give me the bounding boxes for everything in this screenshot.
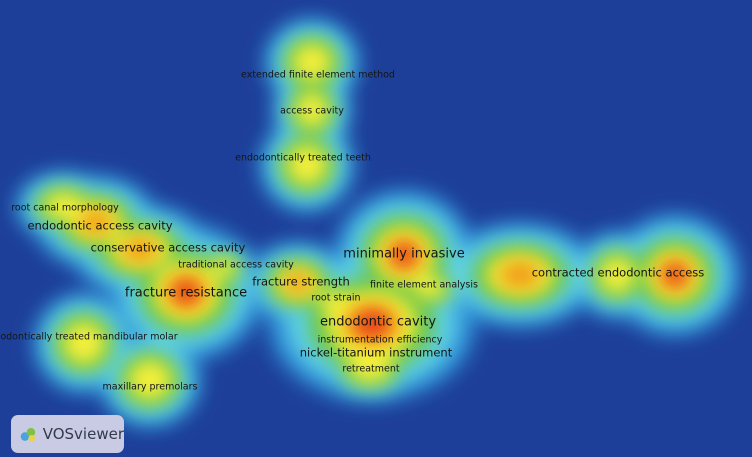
- term-label-endodontically-treated-mandibular-molar[interactable]: odontically treated mandibular molar: [0, 332, 177, 343]
- density-blob-access-cavity: [295, 91, 329, 129]
- term-label-endodontically-treated-teeth[interactable]: endodontically treated teeth: [235, 153, 371, 164]
- term-label-endodontic-cavity[interactable]: endodontic cavity: [320, 315, 436, 330]
- density-blob-fracture-strength: [284, 272, 312, 294]
- density-blob-fracture-resistance: [174, 281, 198, 303]
- density-blob-contracted-endodontic-access: [498, 261, 542, 289]
- density-blob-minimally-invasive: [393, 244, 415, 266]
- density-blob-nickel-titanium-instrument: [341, 338, 399, 366]
- term-labels: extended finite element method access cav…: [0, 70, 704, 393]
- term-label-root-canal-morphology[interactable]: root canal morphology: [11, 203, 119, 214]
- density-blob-extended-finite-element-method: [291, 43, 333, 81]
- term-label-retreatment[interactable]: retreatment: [342, 364, 399, 375]
- density-blob-conservative-access-cavity: [121, 237, 159, 263]
- term-label-instrumentation-efficiency[interactable]: instrumentation efficiency: [318, 335, 443, 346]
- density-blob-finite-element-analysis: [413, 276, 447, 300]
- term-label-traditional-access-cavity[interactable]: traditional access cavity: [178, 260, 294, 271]
- term-label-root-strain[interactable]: root strain: [311, 293, 360, 304]
- density-blob-contracted-endodontic-access: [664, 265, 686, 285]
- term-label-contracted-endodontic-access[interactable]: contracted endodontic access: [532, 266, 705, 280]
- vosviewer-logo-icon: [20, 428, 36, 442]
- term-label-maxillary-premolars[interactable]: maxillary premolars: [103, 382, 198, 393]
- term-label-access-cavity[interactable]: access cavity: [280, 106, 344, 117]
- term-label-extended-finite-element-method[interactable]: extended finite element method: [241, 70, 395, 81]
- density-blob-maxillary-premolars: [127, 359, 173, 401]
- term-label-finite-element-analysis[interactable]: finite element analysis: [370, 280, 478, 291]
- term-label-minimally-invasive[interactable]: minimally invasive: [343, 247, 464, 262]
- density-layer: [16, 19, 740, 427]
- density-blob-endodontically-treated-teeth: [286, 144, 328, 186]
- density-blob-endodontically-treated-mandibular-molar: [62, 321, 106, 365]
- density-blob-endodontic-access-cavity: [79, 209, 113, 235]
- density-blob-traditional-access-cavity: [210, 258, 238, 278]
- term-label-nickel-titanium-instrument[interactable]: nickel-titanium instrument: [300, 346, 453, 360]
- density-blob-endodontic-cavity: [355, 312, 389, 336]
- density-blob-retreatment: [349, 357, 391, 383]
- vosviewer-logo-text: VOSviewer: [42, 425, 124, 443]
- term-label-conservative-access-cavity[interactable]: conservative access cavity: [91, 241, 246, 255]
- density-blob-contracted-endodontic-access: [598, 256, 636, 294]
- term-label-fracture-resistance[interactable]: fracture resistance: [125, 286, 247, 301]
- vosviewer-logo: VOSviewer: [11, 415, 124, 453]
- term-label-endodontic-access-cavity[interactable]: endodontic access cavity: [27, 219, 172, 233]
- density-band: [174, 244, 686, 336]
- term-label-fracture-strength[interactable]: fracture strength: [252, 275, 350, 289]
